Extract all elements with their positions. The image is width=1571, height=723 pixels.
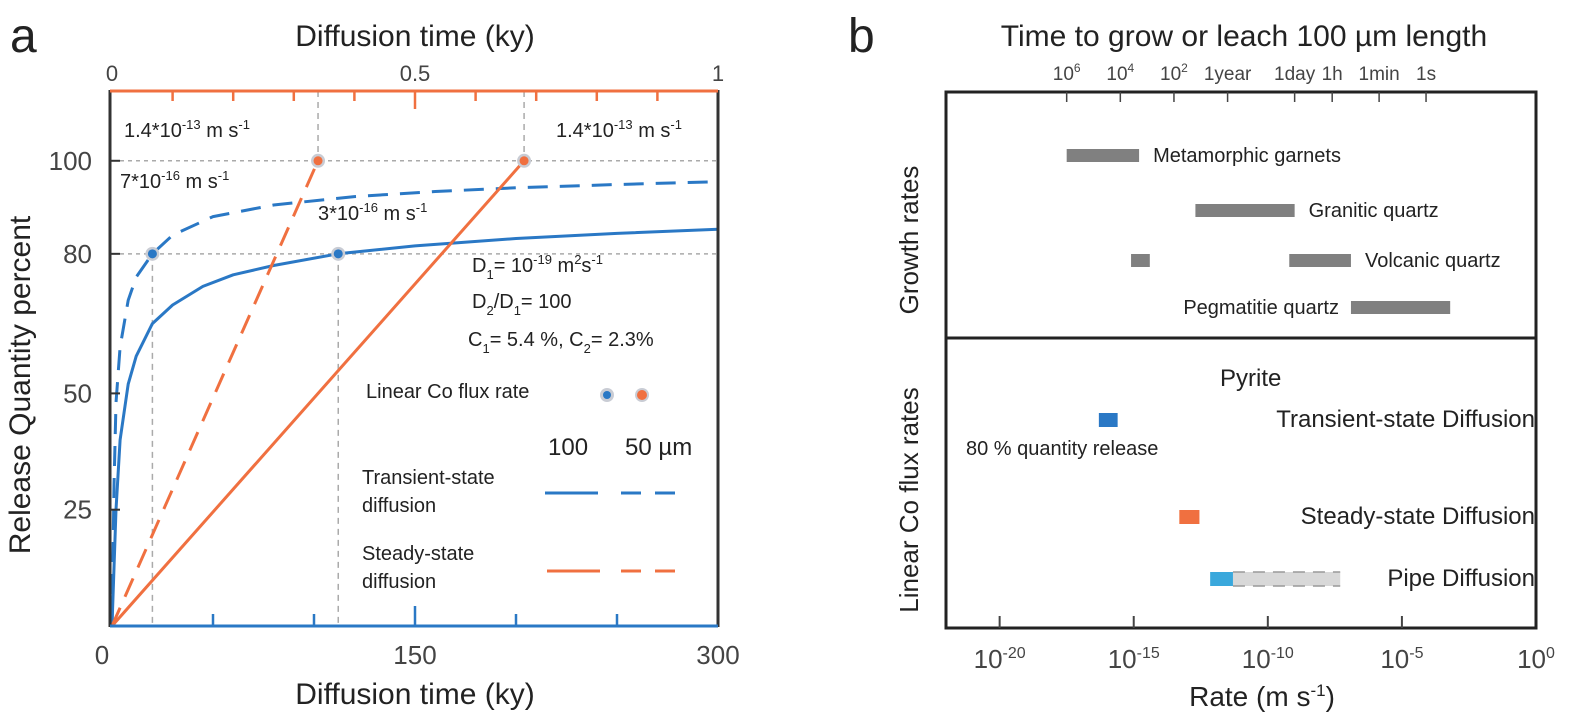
marker-group — [145, 153, 532, 261]
flux-extension-2 — [1232, 572, 1341, 586]
top-tick-label-1: 0.5 — [400, 61, 431, 86]
flux-note-80-percent: 80 % quantity release — [966, 438, 1158, 460]
param-d1: D1= 10-19 m2s-1 — [472, 252, 603, 282]
legend-header-50: 50 µm — [625, 434, 692, 461]
top-tick-label-2: 1 — [712, 61, 724, 86]
reference-lines — [112, 91, 718, 626]
rate-label-transient-100: 3*10-16 m s-1 — [318, 200, 427, 225]
param-ratio: D2/D1= 100 — [472, 291, 572, 318]
flux-bar-2 — [1210, 572, 1233, 586]
flux-bar-0 — [1098, 413, 1118, 427]
panel-b: b Time to grow or leach 100 µm length Gr… — [848, 10, 1555, 712]
time-tick-label-3: 1year — [1204, 64, 1252, 85]
rate-tick-label-4: 100 — [1517, 644, 1555, 674]
growth-label-2: Volcanic quartz — [1365, 250, 1501, 272]
rate-axis-title: Rate (m s-1) — [1189, 681, 1335, 712]
data-marker-3 — [519, 156, 529, 166]
legend-label-transient-2: diffusion — [362, 495, 436, 517]
time-tick-label-2: 102 — [1160, 61, 1188, 85]
series-line-0 — [110, 227, 719, 627]
flux-label-2: Pipe Diffusion — [1387, 565, 1535, 592]
growth-bar-2-0 — [1131, 254, 1150, 267]
rate-label-top-right: 1.4*10-13 m s-1 — [556, 117, 682, 142]
y-axis-ticks: 25 50 80 100 — [49, 146, 120, 525]
legend-label-transient-1: Transient-state — [362, 467, 495, 489]
section-label-growth: Growth rates — [894, 166, 924, 315]
data-marker-1 — [333, 249, 343, 259]
time-tick-label-6: 1min — [1359, 64, 1400, 85]
top-axis-ticks: 0 0.5 1 — [106, 61, 724, 109]
growth-bars: Metamorphic garnets Granitic quartz Volcan… — [1066, 145, 1501, 319]
growth-label-3: Pegmatitie quartz — [1183, 297, 1339, 319]
flux-header-pyrite: Pyrite — [1220, 365, 1281, 392]
series-line-3 — [110, 160, 320, 627]
legend-label-steady-2: diffusion — [362, 571, 436, 593]
bottom-tick-label-2: 300 — [696, 640, 739, 670]
section-label-flux: Linear Co flux rates — [894, 387, 924, 612]
data-marker-0 — [147, 249, 157, 259]
legend-header-100: 100 — [548, 434, 588, 461]
flux-bars: Transient-state Diffusion Steady-state Di… — [1098, 406, 1535, 592]
time-tick-label-1: 104 — [1106, 61, 1134, 85]
growth-bar-1-0 — [1195, 204, 1295, 217]
top-axis-title: Diffusion time (ky) — [295, 20, 535, 53]
bottom-tick-label-0: 0 — [95, 640, 109, 670]
series-group — [110, 159, 719, 627]
time-axis-ticks: 106 104 102 1year 1day 1h 1min 1s — [1053, 61, 1436, 102]
bottom-axis-title: Diffusion time (ky) — [295, 678, 535, 711]
flux-marker-orange — [637, 390, 647, 400]
rate-tick-label-2: 10-10 — [1242, 644, 1294, 674]
growth-bar-0-0 — [1066, 149, 1140, 162]
y-axis-title: Release Quantity percent — [4, 215, 37, 554]
flux-marker-blue — [603, 391, 611, 399]
growth-label-1: Granitic quartz — [1309, 200, 1439, 222]
bottom-tick-label-1: 150 — [393, 640, 436, 670]
data-marker-2 — [313, 156, 323, 166]
y-tick-label-1: 50 — [63, 378, 92, 408]
flux-label-1: Steady-state Diffusion — [1301, 503, 1535, 530]
rate-tick-label-1: 10-15 — [1108, 644, 1160, 674]
y-tick-label-0: 25 — [63, 495, 92, 525]
panel-letter-b: b — [848, 10, 875, 63]
rate-tick-label-0: 10-20 — [974, 644, 1026, 674]
y-tick-label-2: 80 — [63, 239, 92, 269]
panel-b-title: Time to grow or leach 100 µm length — [1001, 20, 1487, 53]
series-line-1 — [110, 180, 719, 627]
time-tick-label-4: 1day — [1274, 64, 1316, 85]
growth-bar-2-1 — [1289, 254, 1351, 267]
growth-bar-3-0 — [1350, 301, 1451, 314]
bottom-axis-ticks: 0 150 300 — [95, 606, 740, 670]
rate-tick-label-3: 10-5 — [1380, 644, 1423, 674]
panel-a: a Diffusion time (ky) Diffusion time (ky… — [4, 10, 740, 711]
rate-label-top-left: 1.4*10-13 m s-1 — [124, 117, 250, 142]
param-concentrations: C1= 5.4 %, C2= 2.3% — [468, 329, 654, 356]
panel-b-frame — [944, 90, 1538, 630]
series-line-2 — [110, 159, 526, 627]
top-tick-label-0: 0 — [106, 61, 118, 86]
rate-axis-ticks: 10-20 10-15 10-10 10-5 100 — [974, 616, 1555, 674]
flux-label-0: Transient-state Diffusion — [1276, 406, 1535, 433]
flux-bar-1 — [1179, 510, 1200, 524]
panel-letter-a: a — [10, 10, 37, 63]
growth-label-0: Metamorphic garnets — [1153, 145, 1341, 167]
time-tick-label-0: 106 — [1053, 61, 1081, 85]
legend-label-steady-1: Steady-state — [362, 543, 474, 565]
flux-rate-label: Linear Co flux rate — [366, 381, 529, 403]
time-tick-label-7: 1s — [1416, 64, 1436, 85]
time-tick-label-5: 1h — [1322, 64, 1343, 85]
rate-label-transient-50: 7*10-16 m s-1 — [120, 168, 229, 193]
y-tick-label-3: 100 — [49, 146, 92, 176]
